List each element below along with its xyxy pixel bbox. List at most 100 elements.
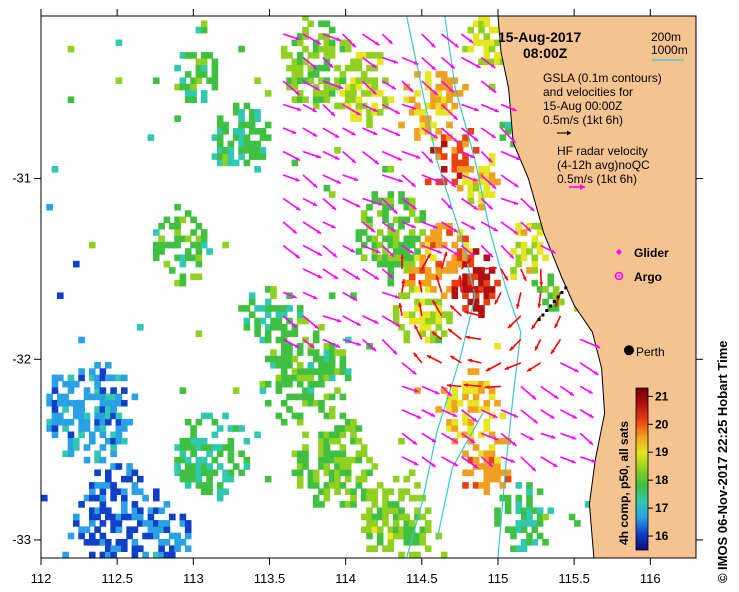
sst-pixel (216, 153, 224, 160)
sst-pixel (467, 128, 475, 135)
velocity-arrow (500, 103, 518, 112)
sst-pixel (318, 437, 325, 445)
sst-pixel (115, 513, 123, 521)
sst-pixel (323, 96, 331, 103)
sst-pixel (280, 418, 288, 426)
sst-pixel (206, 482, 213, 489)
sst-pixel (403, 475, 411, 483)
velocity-arrow (322, 221, 336, 229)
sst-pixel (323, 343, 331, 350)
velocity-arrow (401, 56, 419, 66)
sst-pixel (184, 437, 192, 445)
sst-pixel (200, 229, 208, 236)
sst-pixel (419, 128, 427, 135)
sst-pixel (323, 437, 331, 445)
sst-pixel (430, 102, 437, 110)
sst-pixel (392, 501, 400, 508)
sst-pixel (424, 121, 432, 129)
sst-pixel (179, 539, 187, 546)
sst-pixel (275, 311, 283, 318)
sst-pixel (190, 96, 197, 103)
sst-pixel (408, 273, 416, 281)
sst-pixel (206, 248, 213, 255)
sst-pixel (179, 235, 187, 243)
sst-pixel (286, 355, 293, 363)
sst-pixel (435, 311, 443, 318)
sst-pixel (478, 273, 485, 281)
sst-pixel (440, 387, 448, 394)
velocity-arrow (540, 409, 555, 420)
sst-pixel (376, 526, 384, 533)
bathymetry-contour (436, 413, 484, 541)
sst-pixel (552, 298, 560, 306)
sst-pixel (446, 90, 453, 97)
sst-pixel (99, 406, 107, 413)
sst-pixel (360, 513, 368, 521)
sst-pixel (488, 475, 496, 483)
y-tick-label: -33 (12, 532, 31, 547)
sst-pixel (296, 469, 304, 477)
sst-pixel (478, 203, 485, 211)
sst-pixel (259, 380, 267, 388)
glider-track-point (556, 295, 560, 299)
sst-pixel (344, 475, 352, 483)
sst-pixel (184, 545, 192, 552)
sst-pixel (190, 273, 197, 281)
sst-pixel (318, 324, 325, 331)
sst-pixel (526, 248, 533, 255)
sst-pixel (264, 298, 272, 306)
sst-pixel (105, 412, 112, 420)
sst-pixel (387, 545, 395, 552)
sst-pixel (323, 450, 331, 458)
sst-pixel (435, 406, 443, 413)
sst-pixel (323, 52, 331, 59)
sst-pixel (312, 501, 320, 508)
sst-pixel (227, 147, 235, 154)
sst-pixel (456, 140, 464, 148)
sst-pixel (371, 488, 379, 495)
sst-pixel (366, 520, 373, 527)
sst-pixel (270, 362, 277, 369)
sst-pixel (371, 494, 379, 502)
sst-pixel (323, 374, 331, 382)
sst-pixel (494, 437, 501, 445)
sst-pixel (355, 482, 363, 489)
sst-pixel (467, 387, 475, 394)
sst-pixel (451, 260, 459, 268)
velocity-arrow (441, 80, 455, 93)
sst-pixel (174, 235, 181, 243)
sst-pixel (270, 305, 277, 312)
x-tick-label: 115 (488, 571, 509, 586)
sst-pixel (291, 355, 299, 363)
colorbar (635, 387, 649, 551)
sst-pixel (115, 39, 123, 47)
velocity-arrow (426, 354, 442, 364)
sst-pixel (89, 520, 96, 527)
sst-pixel (419, 210, 427, 217)
sst-pixel (73, 399, 80, 407)
sst-pixel (334, 368, 341, 375)
sst-pixel (462, 83, 469, 91)
sst-pixel (174, 279, 181, 287)
sst-pixel (435, 273, 443, 281)
sst-pixel (296, 362, 304, 369)
colorbar-tick: 20 (648, 417, 669, 431)
sst-pixel (334, 77, 341, 84)
sst-pixel (216, 140, 224, 148)
sst-pixel (110, 437, 117, 445)
sst-pixel (328, 362, 336, 369)
sst-pixel (73, 520, 80, 527)
sst-pixel (344, 96, 352, 103)
sst-pixel (174, 216, 181, 224)
sst-pixel (195, 456, 203, 464)
sst-pixel (467, 191, 475, 198)
sst-pixel (190, 216, 197, 224)
sst-pixel (110, 374, 117, 382)
sst-pixel (456, 166, 464, 173)
sst-pixel (392, 229, 400, 236)
perth-label: Perth (636, 345, 665, 359)
sst-pixel (350, 494, 357, 502)
sst-pixel (73, 437, 80, 445)
velocity-arrow (494, 292, 502, 305)
